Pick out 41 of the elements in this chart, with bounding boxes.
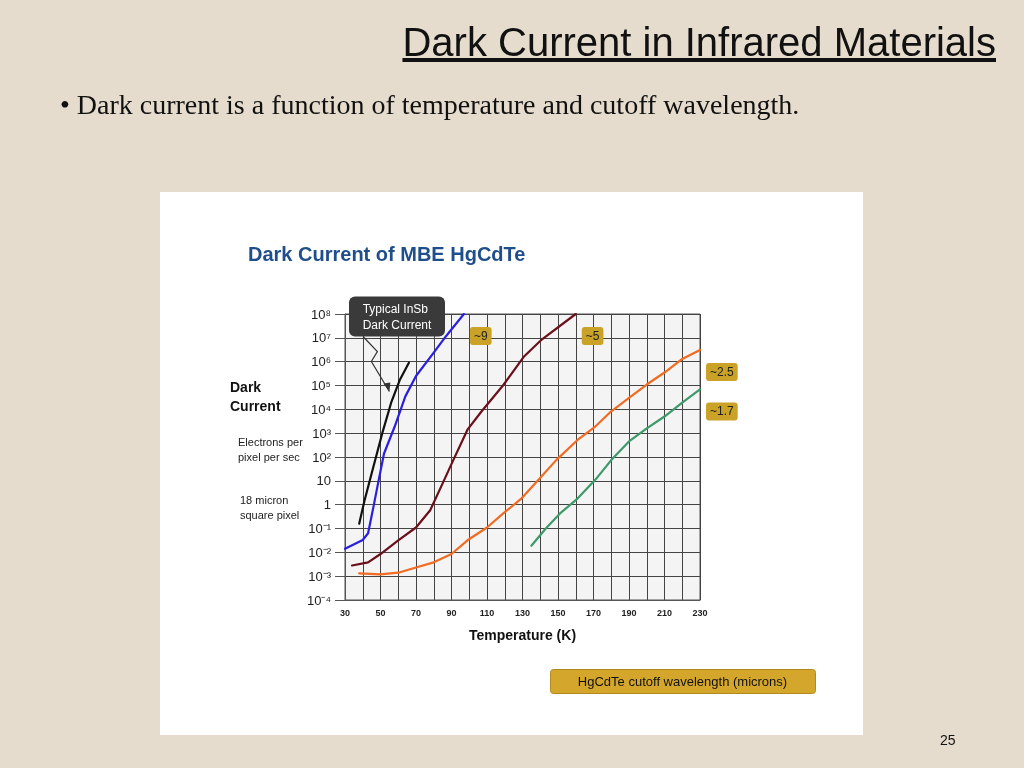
y-tick-label: 10⁶ [311, 354, 331, 370]
y-tick-label: 10⁻² [308, 544, 332, 560]
x-tick-label: 150 [550, 607, 566, 618]
x-axis-title: Temperature (K) [468, 627, 577, 643]
chart-subtitle: • Dark current is a function of temperature and cutoff wavelength. [60, 88, 800, 122]
series-label: ~1.7 [710, 404, 735, 419]
x-tick-label: 90 [446, 607, 457, 618]
y-tick-label: 10⁴ [310, 401, 331, 417]
y-tick-label: 10⁸ [311, 306, 331, 322]
x-tick-label: 190 [621, 607, 637, 618]
series-label: ~5 [585, 329, 600, 343]
text: 25 [940, 732, 956, 748]
series-label: ~9 [473, 329, 488, 343]
x-tick-label: 70 [410, 607, 422, 618]
y-tick-label: 10 [316, 473, 331, 489]
x-tick-label: 30 [339, 607, 351, 618]
annotation: Typical InSb Dark Current [362, 301, 433, 332]
y-tick-label: 10⁻³ [308, 568, 332, 584]
x-tick-label: 130 [514, 607, 531, 618]
y-tick-label: 1 [323, 497, 331, 513]
y-axis-title: Dark Current [230, 378, 281, 414]
y-tick-label: 10⁻¹ [308, 521, 332, 536]
legend-title: HgCdTe cutoff wavelength (microns) [577, 674, 788, 689]
x-tick-label: 50 [375, 607, 386, 618]
line-series [530, 388, 702, 547]
x-tick-label: 210 [656, 607, 673, 618]
series-label: ~2.5 [710, 364, 735, 379]
x-tick-label: 170 [585, 607, 602, 618]
line-series [358, 361, 410, 525]
text: Electrons per pixel per sec [238, 435, 306, 463]
x-tick-label: 230 [692, 607, 708, 618]
text: 18 micron square pixel [240, 493, 300, 521]
y-tick-label: 10⁵ [311, 378, 331, 393]
y-tick-label: 10⁷ [311, 330, 332, 346]
y-tick-label: 10³ [312, 425, 332, 441]
text: Dark Current of MBE HgCdTe [248, 243, 526, 265]
y-tick-label: 10⁻⁴ [306, 592, 331, 608]
x-tick-label: 110 [479, 607, 495, 618]
y-tick-label: 10² [312, 449, 332, 465]
line-series [358, 348, 702, 576]
chart-title: Dark Current in Infrared Materials [402, 20, 996, 65]
